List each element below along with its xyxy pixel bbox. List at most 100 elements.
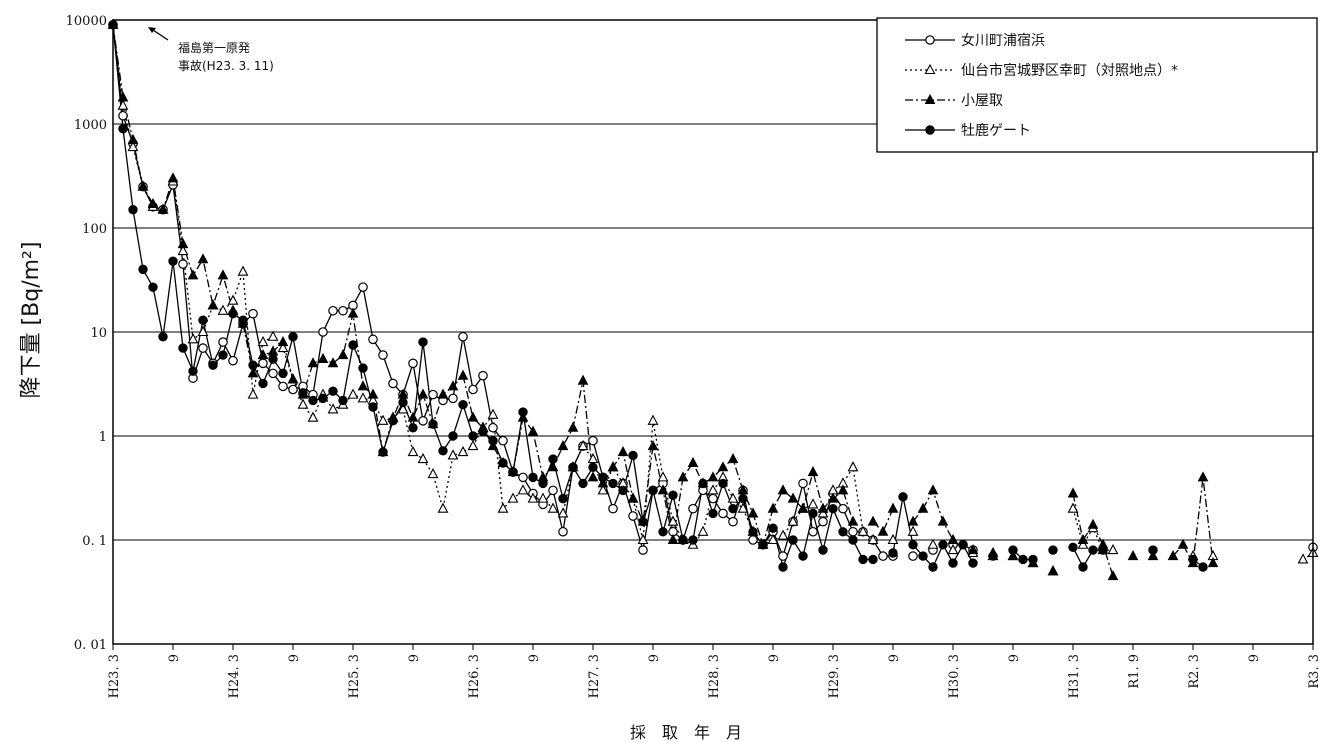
- data-point-s3: [698, 478, 708, 489]
- x-tick-label: 9: [407, 654, 422, 662]
- data-point-s1: [787, 515, 799, 526]
- data-point-s3: [688, 535, 698, 545]
- data-point-s2: [1147, 550, 1159, 561]
- legend-marker-3: [925, 125, 935, 135]
- data-point-s3: [748, 527, 758, 537]
- series-line-1: [112, 24, 874, 546]
- data-point-s0: [248, 308, 258, 319]
- data-point-s0: [608, 503, 618, 514]
- data-point-s2: [197, 253, 209, 264]
- data-point-s0: [728, 516, 738, 527]
- data-point-s3: [418, 337, 428, 347]
- data-point-s3: [328, 386, 338, 396]
- data-point-s0: [468, 384, 478, 395]
- accident-annotation: 福島第一原発 事故(H23. 3. 11): [148, 27, 274, 73]
- data-point-s0: [118, 110, 128, 121]
- x-tick-label: H28. 3: [707, 654, 722, 698]
- data-point-s1: [857, 525, 869, 536]
- data-point-s3: [498, 458, 508, 468]
- data-point-s3: [848, 535, 858, 545]
- data-point-s2: [927, 484, 939, 495]
- data-point-s3: [218, 350, 228, 360]
- data-point-s2: [797, 502, 809, 513]
- series-line-0: [112, 24, 893, 559]
- data-point-s2: [917, 502, 929, 513]
- x-tick-label: 9: [887, 654, 902, 662]
- data-point-s2: [327, 357, 339, 368]
- data-point-s0: [358, 282, 368, 292]
- legend-label-3: 牡鹿ゲート: [961, 122, 1031, 139]
- data-point-s1: [217, 304, 229, 315]
- data-point-s1: [437, 502, 449, 513]
- legend-label-2: 小屋取: [961, 93, 1003, 109]
- data-point-s2: [647, 440, 659, 451]
- data-point-s1: [507, 492, 519, 503]
- data-point-s2: [907, 515, 919, 526]
- data-point-s1: [257, 335, 269, 347]
- data-point-s1: [427, 467, 439, 479]
- data-point-s0: [498, 435, 508, 446]
- data-point-s2: [577, 374, 589, 385]
- data-point-s3: [128, 204, 138, 215]
- data-point-s3: [728, 503, 738, 514]
- data-point-s1: [467, 439, 479, 451]
- data-point-s3: [1078, 562, 1088, 572]
- data-point-s0: [548, 485, 558, 496]
- data-point-s1: [927, 538, 939, 549]
- series-line-3: [1072, 547, 1103, 569]
- data-point-s3: [1028, 554, 1038, 565]
- data-point-s2: [247, 367, 259, 378]
- data-point-s1: [557, 507, 569, 518]
- data-point-s3: [1098, 545, 1108, 555]
- data-point-s2: [567, 421, 579, 432]
- data-point-s1: [767, 533, 779, 545]
- data-point-s0: [638, 545, 648, 555]
- data-point-s2: [717, 461, 729, 472]
- data-point-s0: [198, 343, 208, 353]
- data-point-s3: [258, 378, 268, 389]
- data-point-s0: [408, 358, 418, 369]
- data-point-s2: [727, 453, 739, 464]
- legend-label-0: 女川町浦宿浜: [961, 32, 1045, 49]
- data-point-s3: [388, 416, 398, 426]
- data-point-s2: [157, 203, 169, 214]
- data-point-s3: [238, 315, 248, 325]
- data-point-s3: [158, 332, 168, 342]
- data-point-s3: [478, 426, 488, 437]
- data-point-s2: [677, 471, 689, 482]
- data-point-s1: [727, 492, 739, 503]
- data-point-s3: [668, 490, 678, 500]
- data-point-s3: [818, 545, 828, 555]
- data-point-s2: [177, 238, 189, 249]
- data-point-s2: [1007, 550, 1019, 561]
- x-tick-label: H24. 3: [227, 654, 242, 698]
- y-tick-label: 0. 01: [74, 638, 107, 653]
- data-point-s0: [748, 535, 758, 545]
- data-point-s2: [657, 484, 669, 495]
- x-tick-label: R2. 3: [1187, 654, 1202, 689]
- legend-label-1: 仙台市宮城野区幸町（対照地点）*: [961, 62, 1178, 79]
- data-point-s2: [367, 388, 379, 399]
- data-point-s0: [318, 327, 328, 337]
- data-point-s2: [777, 484, 789, 495]
- data-point-s2: [807, 465, 819, 477]
- x-tick-label: 9: [767, 654, 782, 662]
- y-tick-label: 10: [90, 326, 107, 341]
- data-point-s2: [557, 440, 569, 451]
- data-point-s2: [547, 461, 559, 472]
- data-point-s1: [947, 543, 959, 555]
- x-axis-title: 採 取 年 月: [630, 723, 742, 742]
- data-point-s0: [418, 416, 428, 426]
- data-point-s3: [338, 395, 348, 406]
- data-point-s3: [1068, 542, 1078, 553]
- data-point-s3: [378, 447, 388, 457]
- data-point-s3: [658, 527, 668, 537]
- data-point-s2: [217, 269, 229, 280]
- data-point-s1: [247, 388, 259, 399]
- data-point-s3: [788, 535, 798, 545]
- data-point-s0: [478, 370, 488, 381]
- series-markers: [107, 18, 1319, 581]
- data-point-s2: [1047, 565, 1059, 576]
- data-point-s1: [1067, 502, 1079, 513]
- data-point-s2: [937, 515, 949, 526]
